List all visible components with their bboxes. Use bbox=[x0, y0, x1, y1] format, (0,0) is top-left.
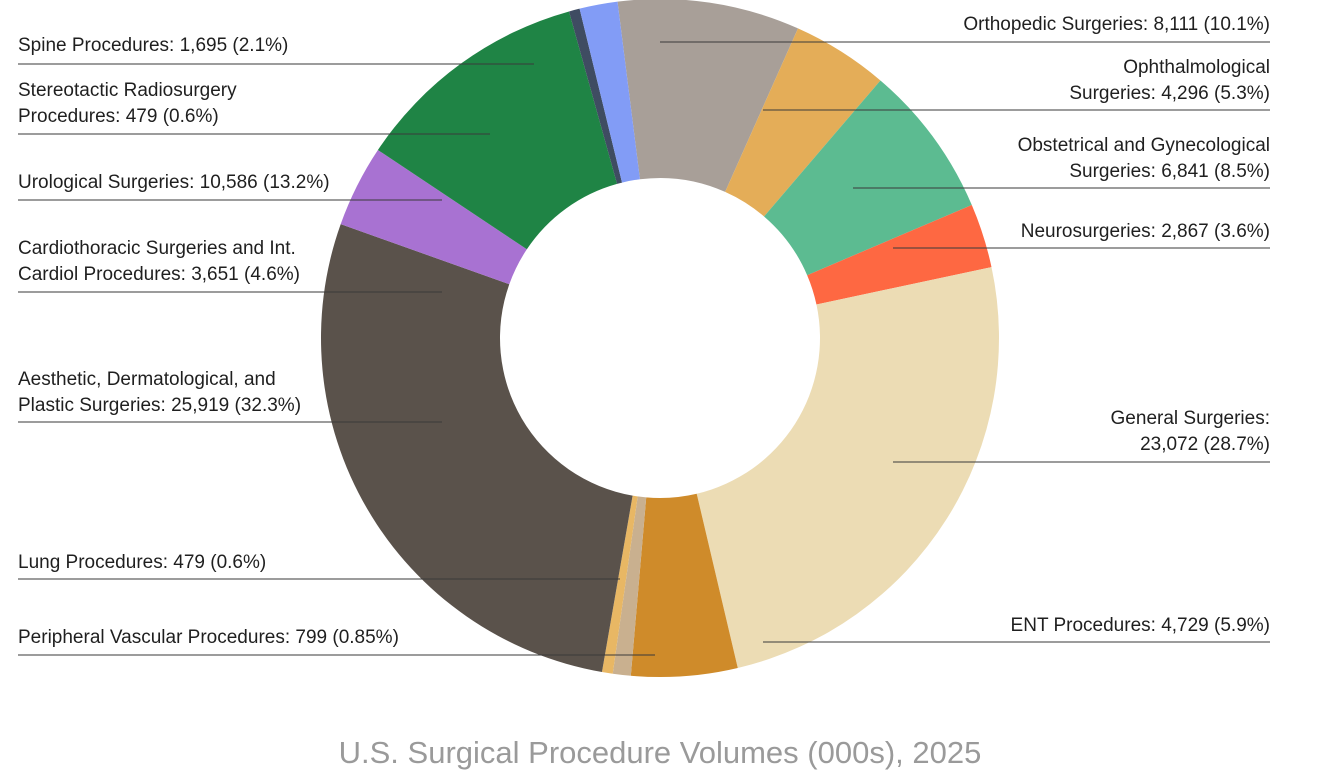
slice-label-4: General Surgeries: 23,072 (28.7%) bbox=[1110, 408, 1270, 455]
slice-label-9: Cardiothoracic Surgeries and Int. Cardio… bbox=[18, 238, 300, 285]
slice-8 bbox=[321, 224, 633, 672]
slice-label-1: Ophthalmological Surgeries: 4,296 (5.3%) bbox=[1069, 57, 1270, 104]
slice-label-8: Aesthetic, Dermatological, and Plastic S… bbox=[18, 369, 302, 416]
slice-label-12: Spine Procedures: 1,695 (2.1%) bbox=[18, 35, 289, 56]
slice-11 bbox=[569, 8, 623, 184]
slice-3 bbox=[807, 204, 992, 305]
slice-1 bbox=[725, 28, 881, 217]
slice-5 bbox=[630, 493, 738, 677]
slice-label-10: Urological Surgeries: 10,586 (13.2%) bbox=[18, 172, 330, 193]
slice-12 bbox=[579, 1, 640, 183]
slice-0 bbox=[617, 0, 798, 192]
chart-title: U.S. Surgical Procedure Volumes (000s), … bbox=[338, 735, 982, 770]
slice-label-3: Neurosurgeries: 2,867 (3.6%) bbox=[1020, 221, 1270, 242]
leader-lines bbox=[18, 41, 1270, 656]
slice-label-2: Obstetrical and Gynecological Surgeries:… bbox=[1017, 135, 1270, 182]
slice-label-0: Orthopedic Surgeries: 8,111 (10.1%) bbox=[963, 14, 1270, 35]
slice-label-6: Peripheral Vascular Procedures: 799 (0.8… bbox=[18, 627, 399, 648]
slice-10 bbox=[377, 11, 618, 250]
slice-label-7: Lung Procedures: 479 (0.6%) bbox=[18, 552, 267, 573]
slice-6 bbox=[612, 496, 647, 676]
slice-4 bbox=[696, 267, 999, 668]
slice-9 bbox=[340, 149, 527, 285]
chart-slices bbox=[321, 0, 999, 677]
slice-7 bbox=[601, 495, 638, 674]
slice-label-11: Stereotactic Radiosurgery Procedures: 47… bbox=[18, 80, 237, 127]
slice-label-5: ENT Procedures: 4,729 (5.9%) bbox=[1010, 615, 1270, 636]
slice-2 bbox=[764, 80, 972, 276]
